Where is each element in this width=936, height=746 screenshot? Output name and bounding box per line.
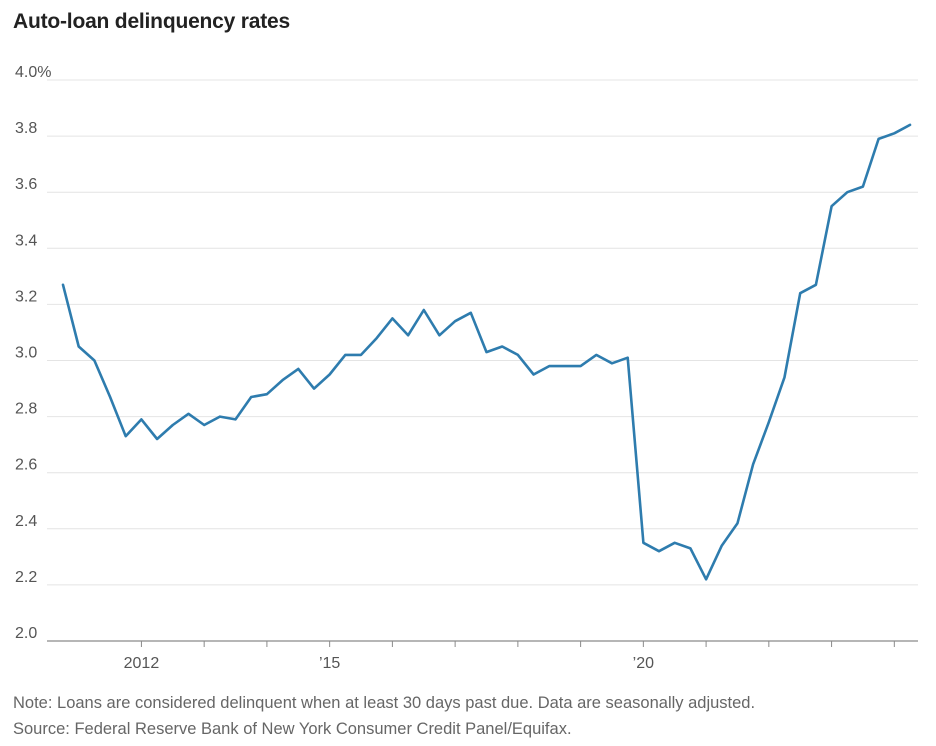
data-point — [642, 542, 644, 544]
data-point — [281, 379, 283, 381]
data-point — [846, 191, 848, 193]
data-point — [877, 138, 879, 140]
series-line — [61, 123, 912, 581]
data-point — [77, 345, 79, 347]
data-point — [376, 337, 378, 339]
x-tick-label: ’15 — [319, 655, 340, 672]
data-point — [313, 387, 315, 389]
data-point — [109, 396, 111, 398]
data-point — [532, 373, 534, 375]
data-point — [674, 542, 676, 544]
data-point — [548, 365, 550, 367]
y-tick-label: 4.0% — [15, 64, 51, 81]
data-point — [611, 362, 613, 364]
data-point — [470, 312, 472, 314]
data-point — [140, 418, 142, 420]
data-point — [893, 132, 895, 134]
x-tick-label: ’20 — [633, 655, 654, 672]
data-point — [736, 522, 738, 524]
data-point — [297, 368, 299, 370]
data-point — [830, 205, 832, 207]
data-point — [328, 373, 330, 375]
y-tick-label: 2.4 — [15, 513, 37, 530]
data-point — [579, 365, 581, 367]
data-point — [689, 547, 691, 549]
data-point — [423, 309, 425, 311]
data-point — [391, 317, 393, 319]
data-point — [156, 438, 158, 440]
data-point — [564, 365, 566, 367]
data-point — [219, 415, 221, 417]
data-point — [705, 578, 707, 580]
chart-note: Note: Loans are considered delinquent wh… — [13, 694, 756, 712]
data-point — [815, 284, 817, 286]
y-tick-label: 3.6 — [15, 176, 37, 193]
data-point — [93, 359, 95, 361]
data-point — [266, 393, 268, 395]
data-point — [721, 544, 723, 546]
series-group — [61, 123, 912, 581]
x-tick-label: 2012 — [124, 655, 160, 672]
data-point — [344, 354, 346, 356]
data-point — [517, 354, 519, 356]
x-axis: 2012 ’15 ’20 — [124, 641, 895, 672]
data-point — [862, 185, 864, 187]
data-point — [203, 424, 205, 426]
data-point — [454, 320, 456, 322]
data-point — [407, 334, 409, 336]
data-point — [438, 334, 440, 336]
y-tick-label: 2.6 — [15, 457, 37, 474]
y-tick-label: 2.8 — [15, 401, 37, 418]
y-tick-label: 3.4 — [15, 232, 37, 249]
y-tick-label: 2.2 — [15, 569, 37, 586]
data-point — [485, 351, 487, 353]
data-point — [658, 550, 660, 552]
chart-title: Auto-loan delinquency rates — [13, 10, 290, 33]
y-tick-label: 3.0 — [15, 345, 37, 362]
y-tick-label: 3.8 — [15, 120, 37, 137]
data-point — [187, 413, 189, 415]
y-tick-label: 2.0 — [15, 625, 37, 642]
data-point — [62, 284, 64, 286]
gridlines — [47, 79, 918, 642]
data-point — [234, 418, 236, 420]
data-point — [501, 345, 503, 347]
data-point — [360, 354, 362, 356]
y-tick-label: 3.2 — [15, 288, 37, 305]
data-point — [799, 292, 801, 294]
data-point — [752, 463, 754, 465]
line-chart: 2.0 2.2 2.4 2.6 2.8 3.0 3.2 3.4 3.6 3.8 4.0% 2012 ’… — [15, 64, 918, 672]
data-point — [125, 435, 127, 437]
data-point — [250, 396, 252, 398]
data-point — [172, 424, 174, 426]
chart-source: Source: Federal Reserve Bank of New York… — [13, 720, 572, 738]
data-point — [768, 421, 770, 423]
y-axis: 2.0 2.2 2.4 2.6 2.8 3.0 3.2 3.4 3.6 3.8 4.0% — [15, 64, 51, 642]
data-point — [909, 124, 911, 126]
data-point — [626, 356, 628, 358]
data-point — [783, 376, 785, 378]
data-point — [595, 354, 597, 356]
